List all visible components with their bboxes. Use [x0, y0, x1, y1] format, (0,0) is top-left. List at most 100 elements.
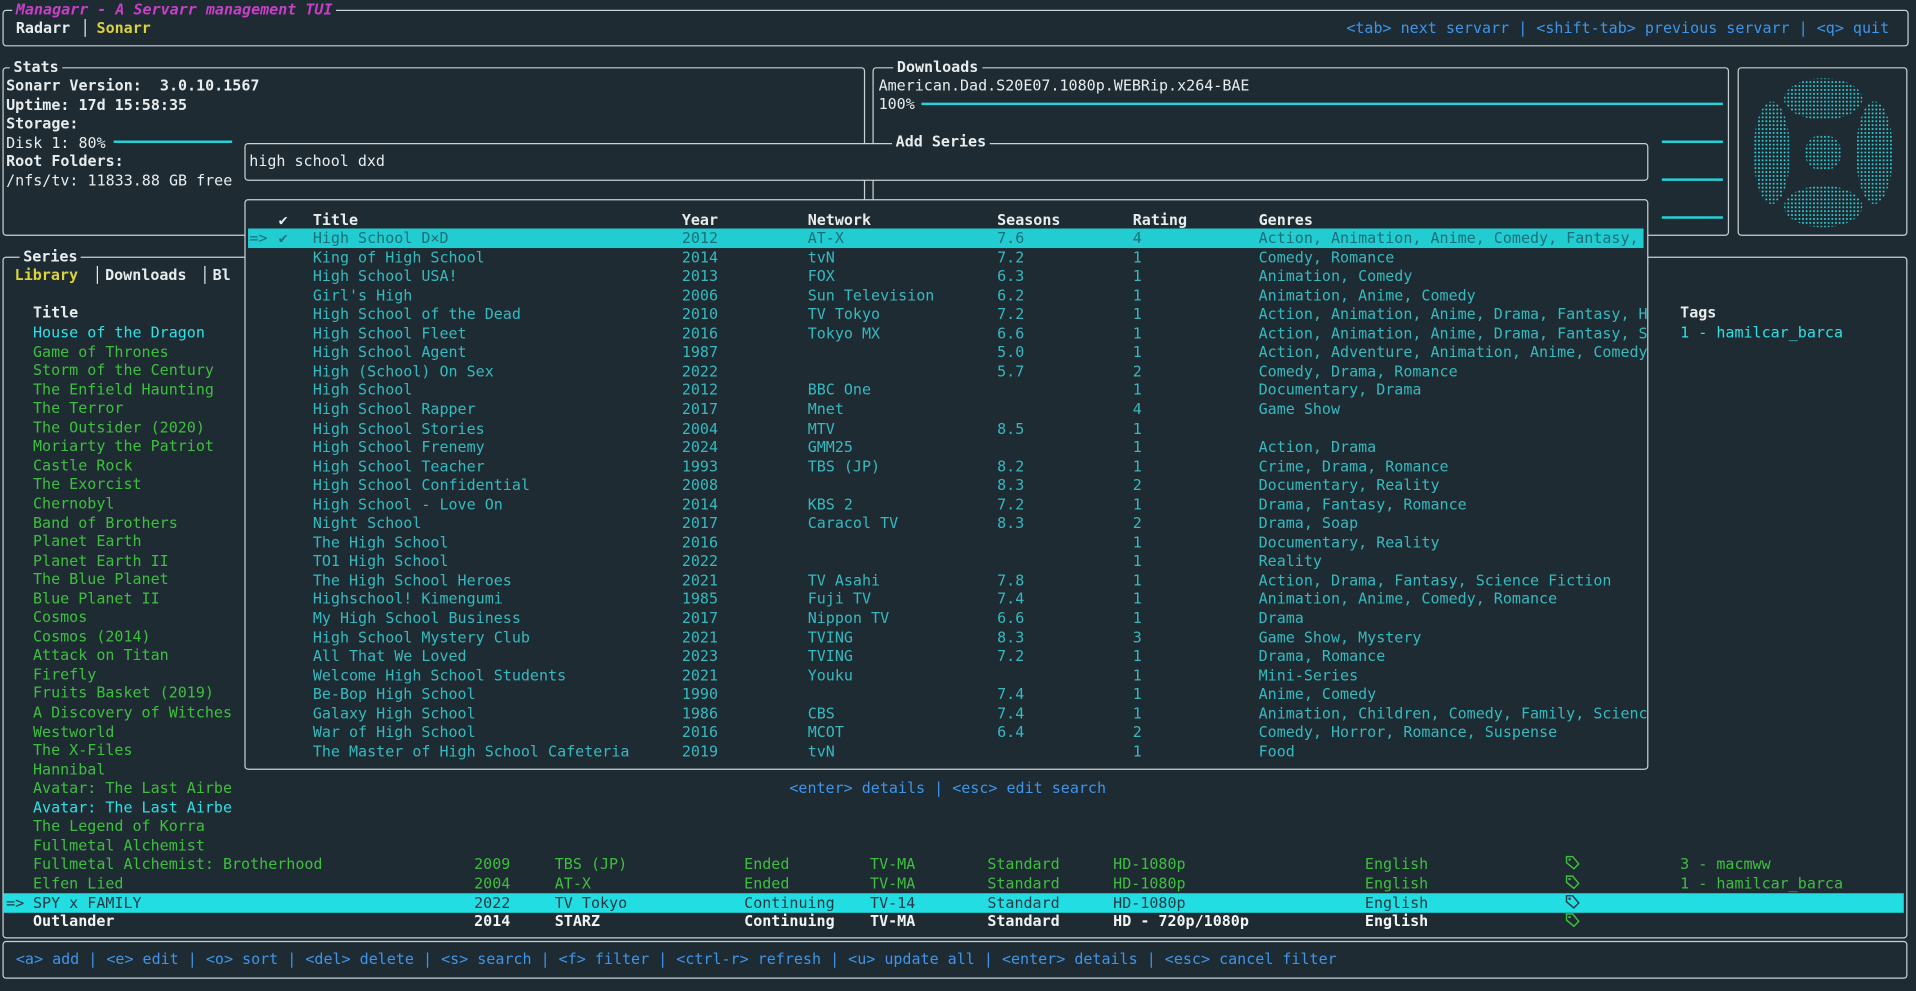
result-cell: 6.2 — [997, 286, 1025, 304]
result-cell: Comedy, Horror, Romance, Suspense — [1258, 723, 1558, 741]
series-quality: HD-1080p — [1113, 874, 1186, 892]
series-title: Fullmetal Alchemist: Brotherhood — [32, 855, 323, 873]
result-cell: Action, Animation, Anime, Comedy, Fantas… — [1258, 229, 1639, 247]
result-cell: 6.4 — [997, 723, 1025, 741]
result-cell: High School Mystery Club — [312, 628, 530, 646]
series-title: Firefly — [32, 665, 97, 683]
series-title: SPY x FAMILY — [32, 893, 142, 911]
series-tab[interactable]: Downloads — [105, 266, 187, 284]
selection-marker: => — [6, 893, 25, 911]
series-title: The Exorcist — [32, 475, 142, 493]
series-title: House of the Dragon — [32, 323, 205, 341]
result-cell: Action, Adventure, Animation, Anime, Com… — [1258, 343, 1648, 361]
tag-icon — [1565, 913, 1580, 928]
series-tab[interactable]: Bl — [212, 266, 231, 284]
series-title: Chernobyl — [32, 494, 115, 512]
result-cell: High School - Love On — [312, 495, 503, 513]
series-rating: TV-MA — [870, 912, 916, 930]
result-cell: 1 — [1132, 343, 1142, 361]
results-box: ✔ Title Year Network Seasons Rating Genres => ✔ H… — [244, 199, 1649, 770]
series-title: Planet Earth II — [32, 551, 169, 569]
column-header: Title — [32, 304, 79, 322]
series-title: Fullmetal Alchemist — [32, 836, 205, 854]
selected-result — [248, 228, 1644, 249]
series-rating: TV-MA — [870, 855, 916, 873]
servarr-tab[interactable]: Sonarr — [96, 19, 151, 37]
result-cell: TO1 High School — [312, 552, 449, 570]
result-cell: 2021 — [681, 628, 719, 646]
gauge — [1661, 178, 1723, 181]
series-tags: 1 - hamilcar_barca — [1680, 874, 1844, 892]
result-cell: KBS 2 — [807, 495, 853, 513]
series-title: Cosmos (2014) — [32, 627, 151, 645]
result-cell: High School Fleet — [312, 324, 467, 342]
series-title: Castle Rock — [32, 456, 133, 474]
series-title: Moriarty the Patriot — [32, 437, 214, 455]
series-status: Ended — [744, 855, 790, 873]
result-cell: TVING — [807, 628, 853, 646]
result-cell: Animation, Children, Comedy, Family, Sci… — [1258, 704, 1648, 722]
result-cell: High School Teacher — [312, 457, 485, 475]
result-cell: Mnet — [807, 400, 844, 418]
series-title: The Outsider (2020) — [32, 418, 205, 436]
result-cell: 2 — [1132, 514, 1142, 532]
result-cell: Action, Animation, Anime, Drama, Fantasy… — [1258, 305, 1648, 323]
stats-line: Uptime: 17d 15:58:35 — [6, 95, 188, 114]
result-cell: 7.4 — [997, 685, 1025, 703]
servarr-tab[interactable]: Radarr — [15, 19, 71, 37]
result-cell: 2024 — [681, 438, 719, 456]
result-cell: 2017 — [681, 609, 719, 627]
result-cell: 7.2 — [997, 647, 1025, 665]
result-cell: Comedy, Romance — [1258, 248, 1395, 266]
series-network: TBS (JP) — [554, 855, 628, 873]
series-title: Game of Thrones — [32, 342, 169, 360]
series-network: TV Tokyo — [554, 893, 628, 911]
result-cell: War of High School — [312, 723, 476, 741]
series-title: Avatar: The Last Airbe — [32, 779, 233, 797]
result-cell: tvN — [807, 742, 835, 760]
series-quality: HD - 720p/1080p — [1113, 912, 1249, 930]
result-cell: Highschool! Kimengumi — [312, 590, 503, 608]
result-cell: GMM25 — [807, 438, 853, 456]
series-status: Continuing — [744, 893, 835, 911]
result-cell: 8.3 — [997, 476, 1025, 494]
stats-line: Storage: — [6, 114, 79, 133]
search-query[interactable]: high school dxd — [249, 152, 385, 170]
series-help: <a> add | <e> edit | <o> sort | <del> de… — [15, 950, 1337, 968]
series-title: Avatar: The Last Airbe — [32, 798, 233, 816]
result-cell: 5.0 — [997, 343, 1025, 361]
result-cell: 7.2 — [997, 305, 1025, 323]
series-title: The Legend of Korra — [32, 817, 205, 835]
tab-separator: │ — [200, 266, 210, 284]
result-cell: 8.3 — [997, 514, 1025, 532]
series-title: The X-Files — [32, 741, 133, 759]
result-cell: CBS — [807, 704, 835, 722]
result-cell: Night School — [312, 514, 422, 532]
result-cell: 1 — [1132, 571, 1142, 589]
monitored-icon — [1564, 874, 1581, 894]
result-cell: High School Confidential — [312, 476, 530, 494]
result-cell: Action, Drama, Fantasy, Science Fiction — [1258, 571, 1612, 589]
result-cell: 6.6 — [997, 609, 1025, 627]
result-cell: 2016 — [681, 533, 719, 551]
series-year: 2014 — [474, 912, 511, 930]
series-title: The Blue Planet — [32, 570, 169, 588]
popup-title: Add Series — [892, 131, 990, 152]
download-progress: 100% — [878, 95, 915, 113]
result-cell: Animation, Anime, Comedy, Romance — [1258, 590, 1558, 608]
series-title: A Discovery of Witches — [32, 703, 233, 721]
result-cell: 1 — [1132, 495, 1142, 513]
result-cell: 1 — [1132, 248, 1142, 266]
result-cell: 7.8 — [997, 571, 1025, 589]
series-tab[interactable]: Library — [14, 266, 78, 284]
result-cell: Documentary, Reality — [1258, 476, 1440, 494]
result-cell: MCOT — [807, 723, 844, 741]
result-cell: Drama — [1258, 609, 1304, 627]
header-help: <tab> next servarr | <shift-tab> previou… — [1346, 19, 1890, 37]
result-cell: 2014 — [681, 495, 719, 513]
result-cell: 1 — [1132, 666, 1142, 684]
result-cell: High School — [312, 381, 413, 399]
result-cell: 4 — [1132, 400, 1142, 418]
result-cell: 2 — [1132, 723, 1142, 741]
